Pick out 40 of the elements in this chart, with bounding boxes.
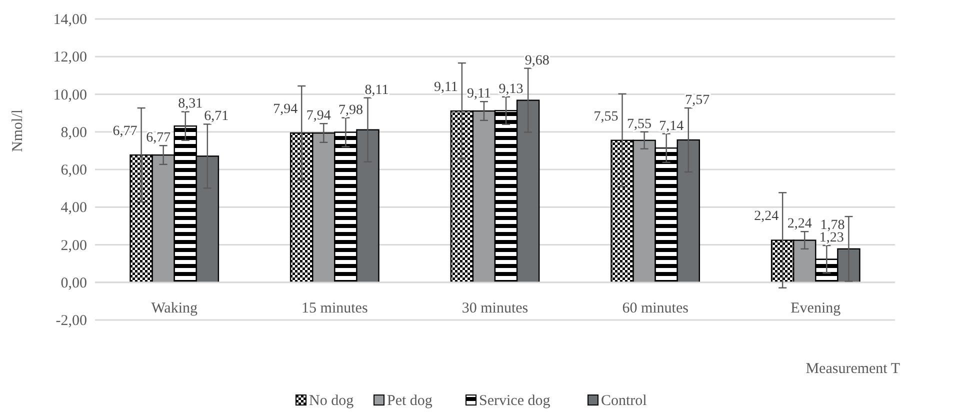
data-label: 9,13 bbox=[498, 82, 524, 97]
data-label: 7,94 bbox=[306, 108, 331, 124]
data-label: 7,55 bbox=[594, 109, 618, 124]
y-tick-label: 10,00 bbox=[53, 87, 87, 104]
y-tick-label: 2,00 bbox=[60, 238, 87, 254]
data-label: 2,24 bbox=[754, 209, 779, 224]
data-label: 6,77 bbox=[112, 124, 138, 140]
data-label: 7,57 bbox=[685, 92, 710, 108]
legend-label: Control bbox=[601, 393, 647, 409]
y-tick-label: -2,00 bbox=[56, 313, 87, 329]
data-label: 1,23 bbox=[819, 230, 844, 246]
data-label: 8,11 bbox=[364, 82, 389, 98]
data-label: 9,11 bbox=[434, 80, 458, 95]
data-label: 7,55 bbox=[627, 116, 652, 132]
x-tick-label: 30 minutes bbox=[462, 300, 528, 316]
data-label: 8,31 bbox=[178, 96, 203, 112]
y-tick-label: 6,00 bbox=[60, 162, 87, 178]
data-label: 7,14 bbox=[659, 118, 684, 134]
x-tick-label: Waking bbox=[151, 300, 198, 316]
x-tick-label: 60 minutes bbox=[622, 300, 689, 316]
legend-label: No dog bbox=[309, 393, 354, 409]
legend-label: Service dog bbox=[479, 393, 551, 409]
y-axis-title: Nmol/l bbox=[10, 109, 26, 152]
data-label: 6,77 bbox=[146, 130, 171, 146]
data-label: 2,24 bbox=[787, 216, 812, 232]
data-label: 7,94 bbox=[273, 102, 298, 118]
y-tick-label: 12,00 bbox=[53, 50, 87, 66]
legend-label: Pet dog bbox=[387, 393, 433, 409]
x-axis-title: Measurement T bbox=[806, 361, 900, 377]
x-tick-label: Evening bbox=[790, 300, 842, 316]
data-label: 9,11 bbox=[466, 86, 491, 102]
x-tick-label: 15 minutes bbox=[302, 300, 368, 316]
y-tick-label: 14,00 bbox=[53, 12, 87, 28]
data-label: 1,78 bbox=[820, 218, 845, 233]
data-label: 6,71 bbox=[204, 109, 229, 124]
y-tick-label: 0,00 bbox=[60, 275, 87, 292]
data-label: 9,68 bbox=[524, 53, 550, 68]
y-tick-label: 4,00 bbox=[60, 200, 87, 216]
data-label: 7,98 bbox=[338, 102, 363, 118]
y-tick-label: 8,00 bbox=[60, 124, 87, 141]
